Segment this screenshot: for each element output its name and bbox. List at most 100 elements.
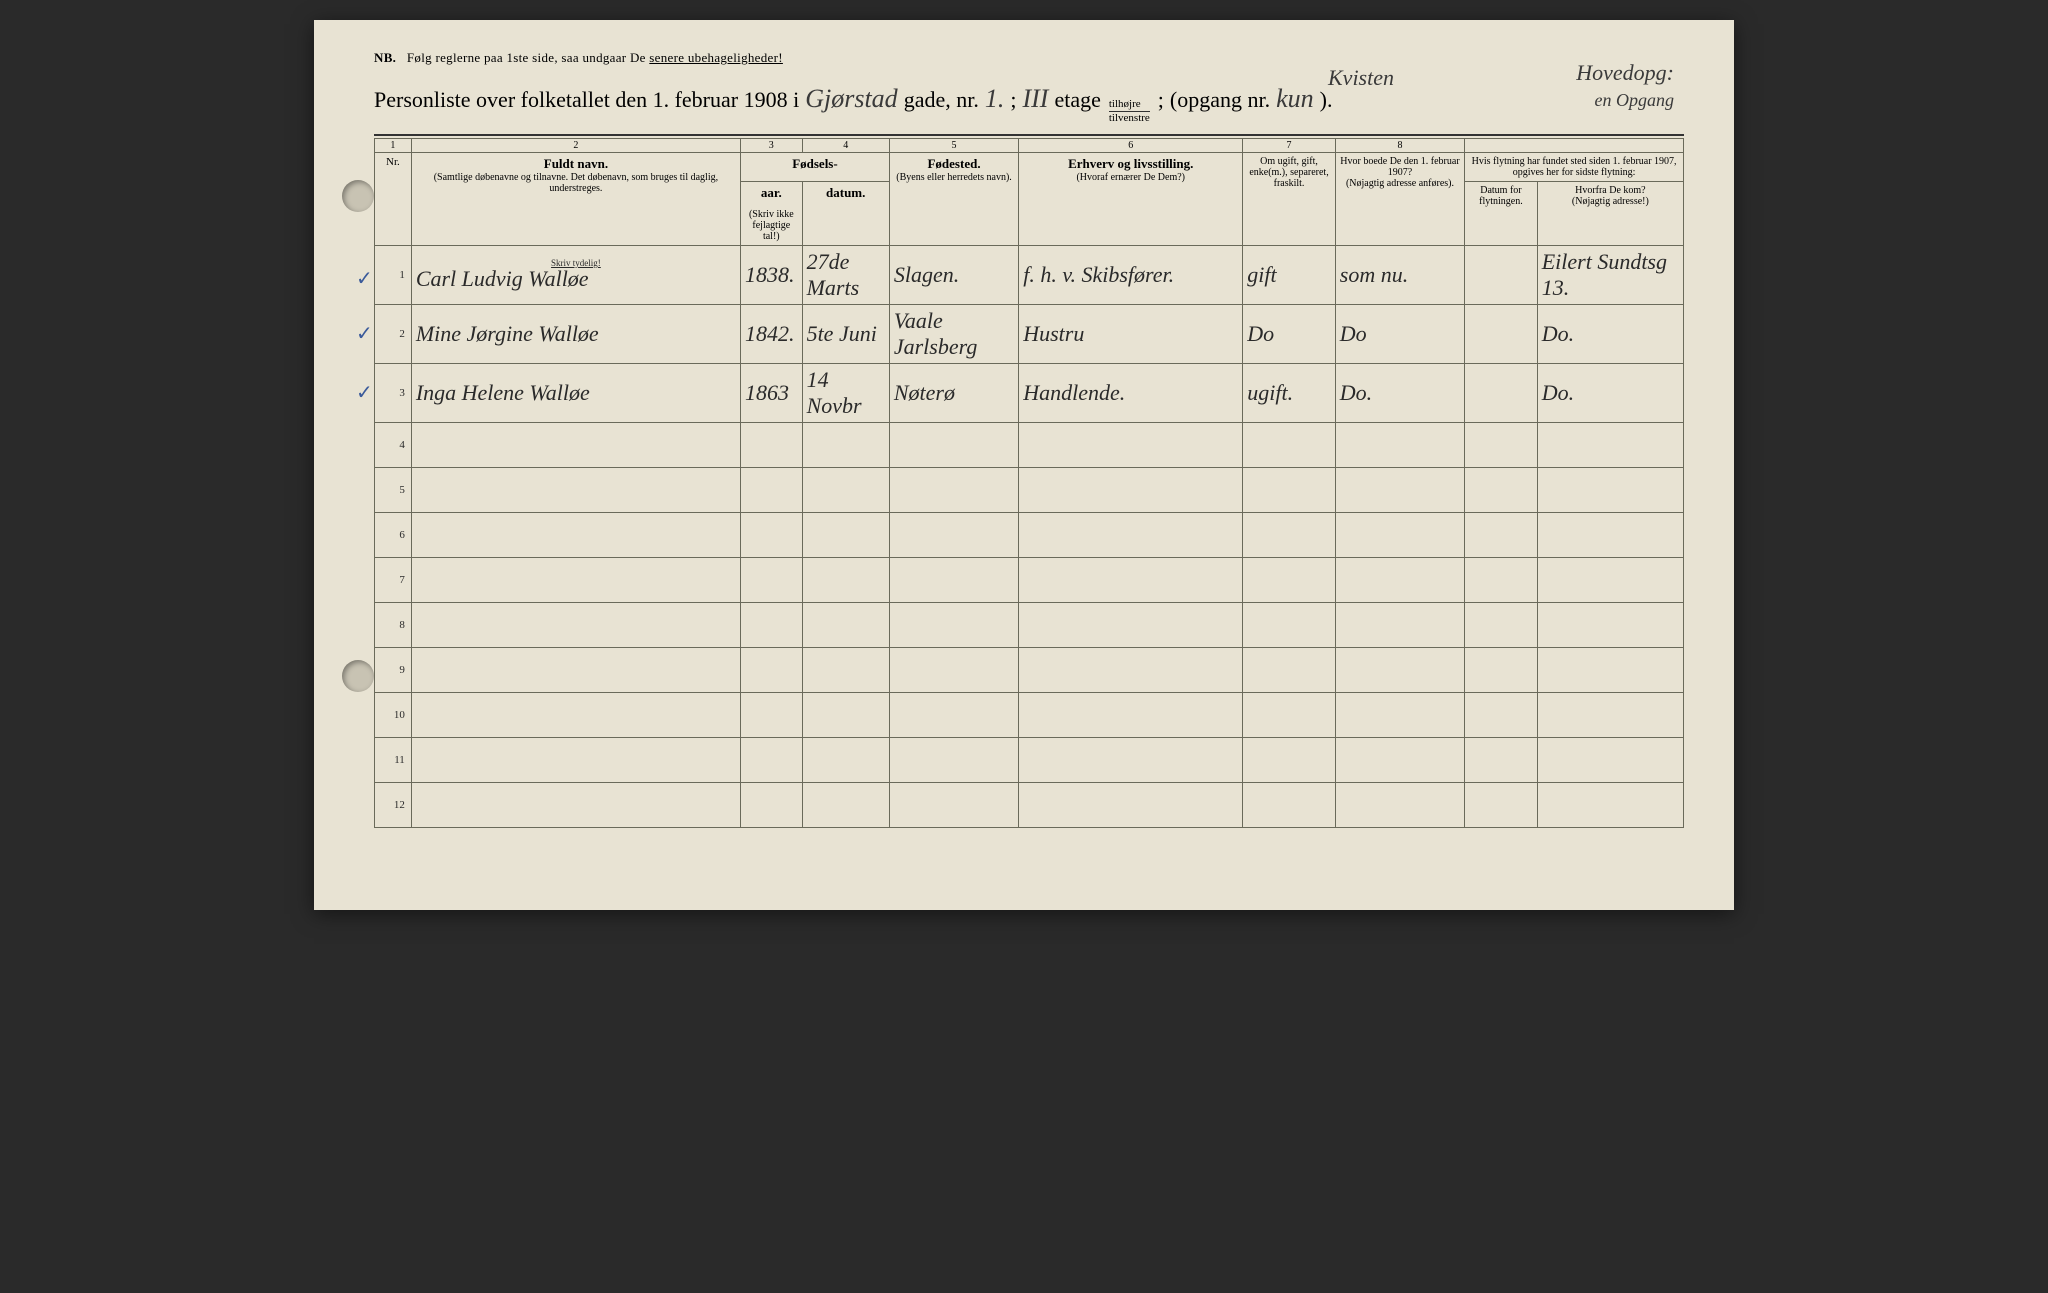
nb-label: NB. [374, 50, 396, 65]
cell-gift [1243, 513, 1336, 558]
cell-aar: 1842. [741, 305, 803, 364]
title-line: Personliste over folketallet den 1. febr… [374, 84, 1684, 124]
cell-boede: Do [1335, 305, 1464, 364]
colnum: 8 [1335, 139, 1464, 153]
title-rule [374, 134, 1684, 136]
hdr-erhverv-sub: (Hvoraf ernærer De Dem?) [1023, 172, 1238, 183]
hdr-hvorfra-text: Hvorfra De kom? [1542, 185, 1679, 196]
hdr-aar: aar. (Skriv ikke fejlagtige tal!) [741, 182, 803, 246]
cell-sted [889, 648, 1018, 693]
cell-boede [1335, 648, 1464, 693]
cell-datum [802, 468, 889, 513]
cell-boede: Do. [1335, 364, 1464, 423]
hdr-hvorfra-sub: (Nøjagtig adresse!) [1542, 196, 1679, 207]
cell-navn [411, 468, 740, 513]
cell-flyt [1465, 468, 1538, 513]
cell-hvorfra [1537, 693, 1683, 738]
row-number: 10 [375, 693, 412, 738]
cell-boede [1335, 513, 1464, 558]
cell-aar [741, 468, 803, 513]
cell-gift [1243, 423, 1336, 468]
cell-erhverv [1019, 468, 1243, 513]
cell-boede [1335, 468, 1464, 513]
semi2: ; [1158, 87, 1164, 113]
semi1: ; [1010, 87, 1016, 113]
cell-datum [802, 558, 889, 603]
cell-hvorfra [1537, 558, 1683, 603]
hdr-fodested: Fødested. (Byens eller herredets navn). [889, 153, 1018, 246]
cell-erhverv [1019, 603, 1243, 648]
hdr-boede-text: Hvor boede De den 1. februar 1907? [1340, 156, 1460, 178]
cell-erhverv [1019, 783, 1243, 828]
nb-text-prefix: Følg reglerne paa 1ste side, saa undgaar… [407, 50, 649, 65]
cell-sted [889, 513, 1018, 558]
cell-erhverv: Hustru [1019, 305, 1243, 364]
hdr-datum: datum. [802, 182, 889, 246]
cell-gift [1243, 693, 1336, 738]
hdr-fodested-bold: Fødested. [894, 156, 1014, 172]
row-number: 5 [375, 468, 412, 513]
cell-boede [1335, 693, 1464, 738]
cell-sted [889, 468, 1018, 513]
cell-sted: Slagen. [889, 246, 1018, 305]
hdr-flytning: Hvis flytning har fundet sted siden 1. f… [1465, 153, 1684, 182]
table-row: 4 [375, 423, 1684, 468]
cell-boede: som nu. [1335, 246, 1464, 305]
cell-erhverv [1019, 738, 1243, 783]
cell-flyt [1465, 783, 1538, 828]
annotation-opgang: en Opgang [1595, 90, 1675, 111]
cell-erhverv [1019, 693, 1243, 738]
checkmark: ✓ [356, 380, 373, 405]
cell-hvorfra [1537, 783, 1683, 828]
annotation-kvisten: Kvisten [1328, 65, 1394, 91]
cell-navn [411, 603, 740, 648]
cell-erhverv [1019, 648, 1243, 693]
hdr-boede-sub: (Nøjagtig adresse anføres). [1340, 178, 1460, 189]
cell-boede [1335, 603, 1464, 648]
cell-datum [802, 783, 889, 828]
colnum: 2 [411, 139, 740, 153]
cell-sted [889, 693, 1018, 738]
cell-datum: 5te Juni [802, 305, 889, 364]
cell-hvorfra [1537, 513, 1683, 558]
hdr-erhverv-bold: Erhverv og livsstilling. [1023, 156, 1238, 172]
colnum: 7 [1243, 139, 1336, 153]
table-row: 9 [375, 648, 1684, 693]
table-row: 10 [375, 693, 1684, 738]
hdr-nr: Nr. [375, 153, 412, 246]
cell-hvorfra: Do. [1537, 364, 1683, 423]
frac-top: tilhøjre [1109, 99, 1150, 112]
table-row: 3✓Inga Helene Walløe186314 NovbrNøterøHa… [375, 364, 1684, 423]
colnum: 1 [375, 139, 412, 153]
cell-gift: ugift. [1243, 364, 1336, 423]
table-row: 12 [375, 783, 1684, 828]
row-number: 11 [375, 738, 412, 783]
cell-datum [802, 648, 889, 693]
nb-text-underlined: senere ubehageligheder! [649, 50, 783, 65]
navn-text: Inga Helene Walløe [416, 380, 590, 405]
checkmark: ✓ [356, 266, 373, 291]
cell-aar [741, 423, 803, 468]
cell-hvorfra [1537, 648, 1683, 693]
hdr-hvorfra: Hvorfra De kom? (Nøjagtig adresse!) [1537, 182, 1683, 246]
navn-text: Carl Ludvig Walløe [416, 266, 589, 291]
cell-aar [741, 738, 803, 783]
hdr-skrivfejl: (Skriv ikke fejlagtige tal!) [745, 209, 798, 242]
cell-hvorfra [1537, 423, 1683, 468]
etage-written: III [1022, 84, 1048, 114]
cell-navn [411, 648, 740, 693]
cell-aar: 1863 [741, 364, 803, 423]
cell-datum: 27de Marts [802, 246, 889, 305]
table-row: 6 [375, 513, 1684, 558]
row-number: 12 [375, 783, 412, 828]
cell-navn: ✓Inga Helene Walløe [411, 364, 740, 423]
cell-flyt [1465, 423, 1538, 468]
table-row: 8 [375, 603, 1684, 648]
annotation-hovedopg: Hovedopg: [1576, 60, 1674, 86]
hdr-navn-bold: Fuldt navn. [416, 156, 736, 172]
cell-aar [741, 648, 803, 693]
punch-hole [342, 660, 374, 692]
cell-datum [802, 423, 889, 468]
cell-flyt [1465, 364, 1538, 423]
cell-boede [1335, 558, 1464, 603]
